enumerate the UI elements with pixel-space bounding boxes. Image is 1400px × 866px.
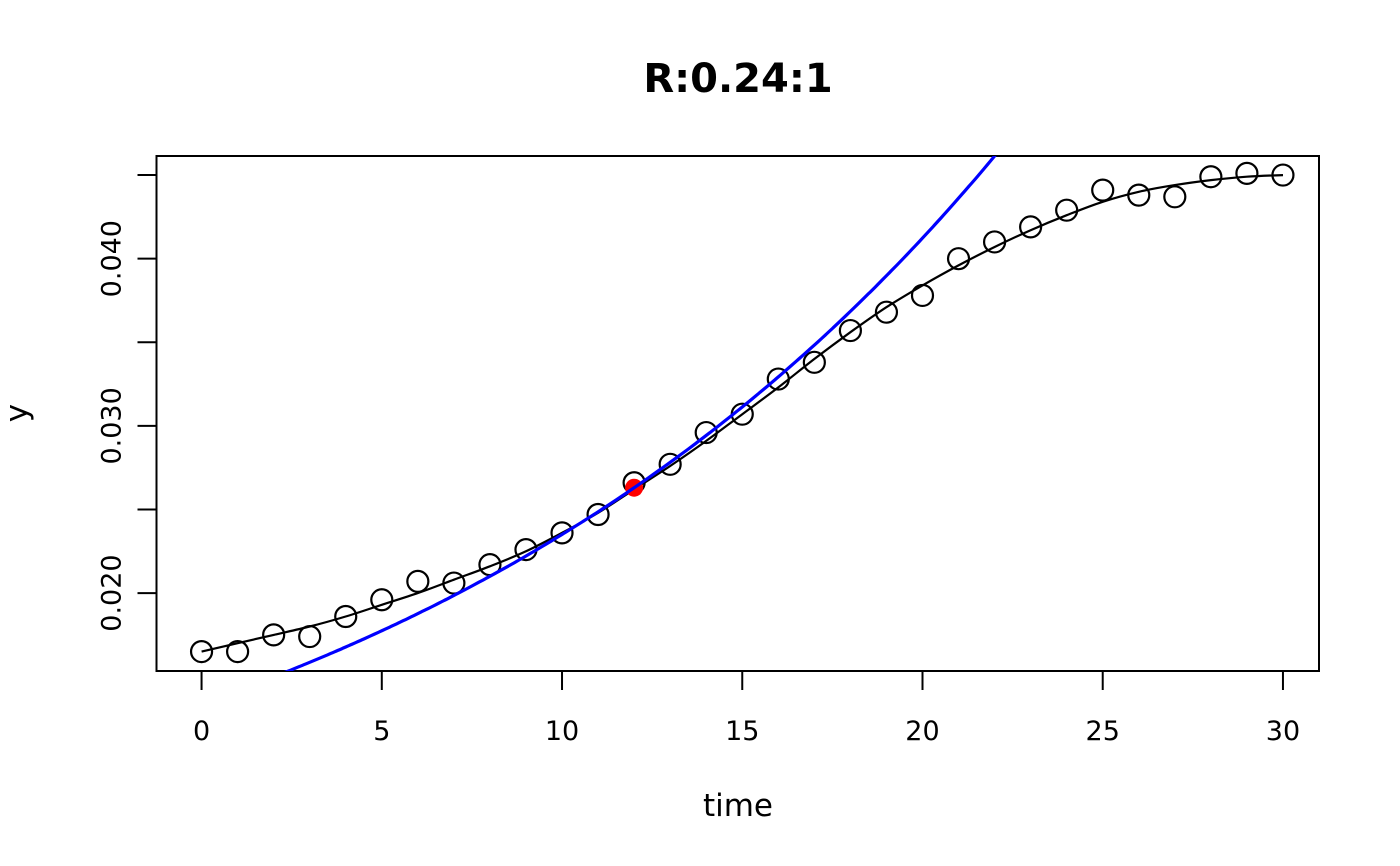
data-point <box>406 569 430 593</box>
data-point <box>226 640 250 664</box>
data-point <box>1271 163 1295 187</box>
data-point <box>1127 183 1151 207</box>
data-point <box>1019 215 1043 239</box>
series-layer <box>189 156 1295 671</box>
x-tick-label: 5 <box>373 716 390 747</box>
plot-title: R:0.24:1 <box>643 56 832 102</box>
x-tick-label: 10 <box>545 716 579 747</box>
x-tick-label: 25 <box>1086 716 1120 747</box>
y-tick-label: 0.030 <box>97 387 128 464</box>
data-point <box>262 623 286 647</box>
data-point <box>838 318 862 343</box>
data-point <box>189 640 214 664</box>
data-point <box>802 350 826 374</box>
data-point <box>766 367 790 391</box>
data-point <box>334 604 358 629</box>
data-point <box>982 230 1007 254</box>
data-point <box>658 452 682 476</box>
data-point <box>694 420 718 445</box>
data-point <box>874 300 899 324</box>
x-tick-label: 20 <box>905 716 939 747</box>
exponential-tangent-line <box>283 156 997 671</box>
data-point <box>442 571 466 595</box>
x-tick-label: 30 <box>1266 716 1300 747</box>
data-point <box>946 247 971 271</box>
data-point <box>298 624 322 649</box>
plot-box <box>155 155 1320 672</box>
y-axis: 0.020 0.030 0.040 <box>97 174 157 632</box>
data-point <box>550 521 574 545</box>
x-tick-label: 0 <box>193 716 210 747</box>
data-point <box>1163 185 1187 209</box>
data-point <box>1199 165 1223 189</box>
data-point <box>370 588 394 612</box>
y-tick-label: 0.040 <box>97 220 128 297</box>
y-axis-title: y <box>0 404 35 422</box>
y-tick-label: 0.020 <box>97 554 128 631</box>
x-axis-title: time <box>703 788 773 824</box>
sigmoid-fit-line <box>201 174 1284 653</box>
x-axis: 0 5 10 15 20 25 30 <box>193 671 1300 747</box>
data-point <box>1091 178 1115 202</box>
data-point <box>586 502 610 527</box>
x-tick-label: 15 <box>725 716 759 747</box>
data-point <box>1055 198 1079 222</box>
data-point <box>910 283 935 308</box>
data-point <box>1235 161 1259 185</box>
